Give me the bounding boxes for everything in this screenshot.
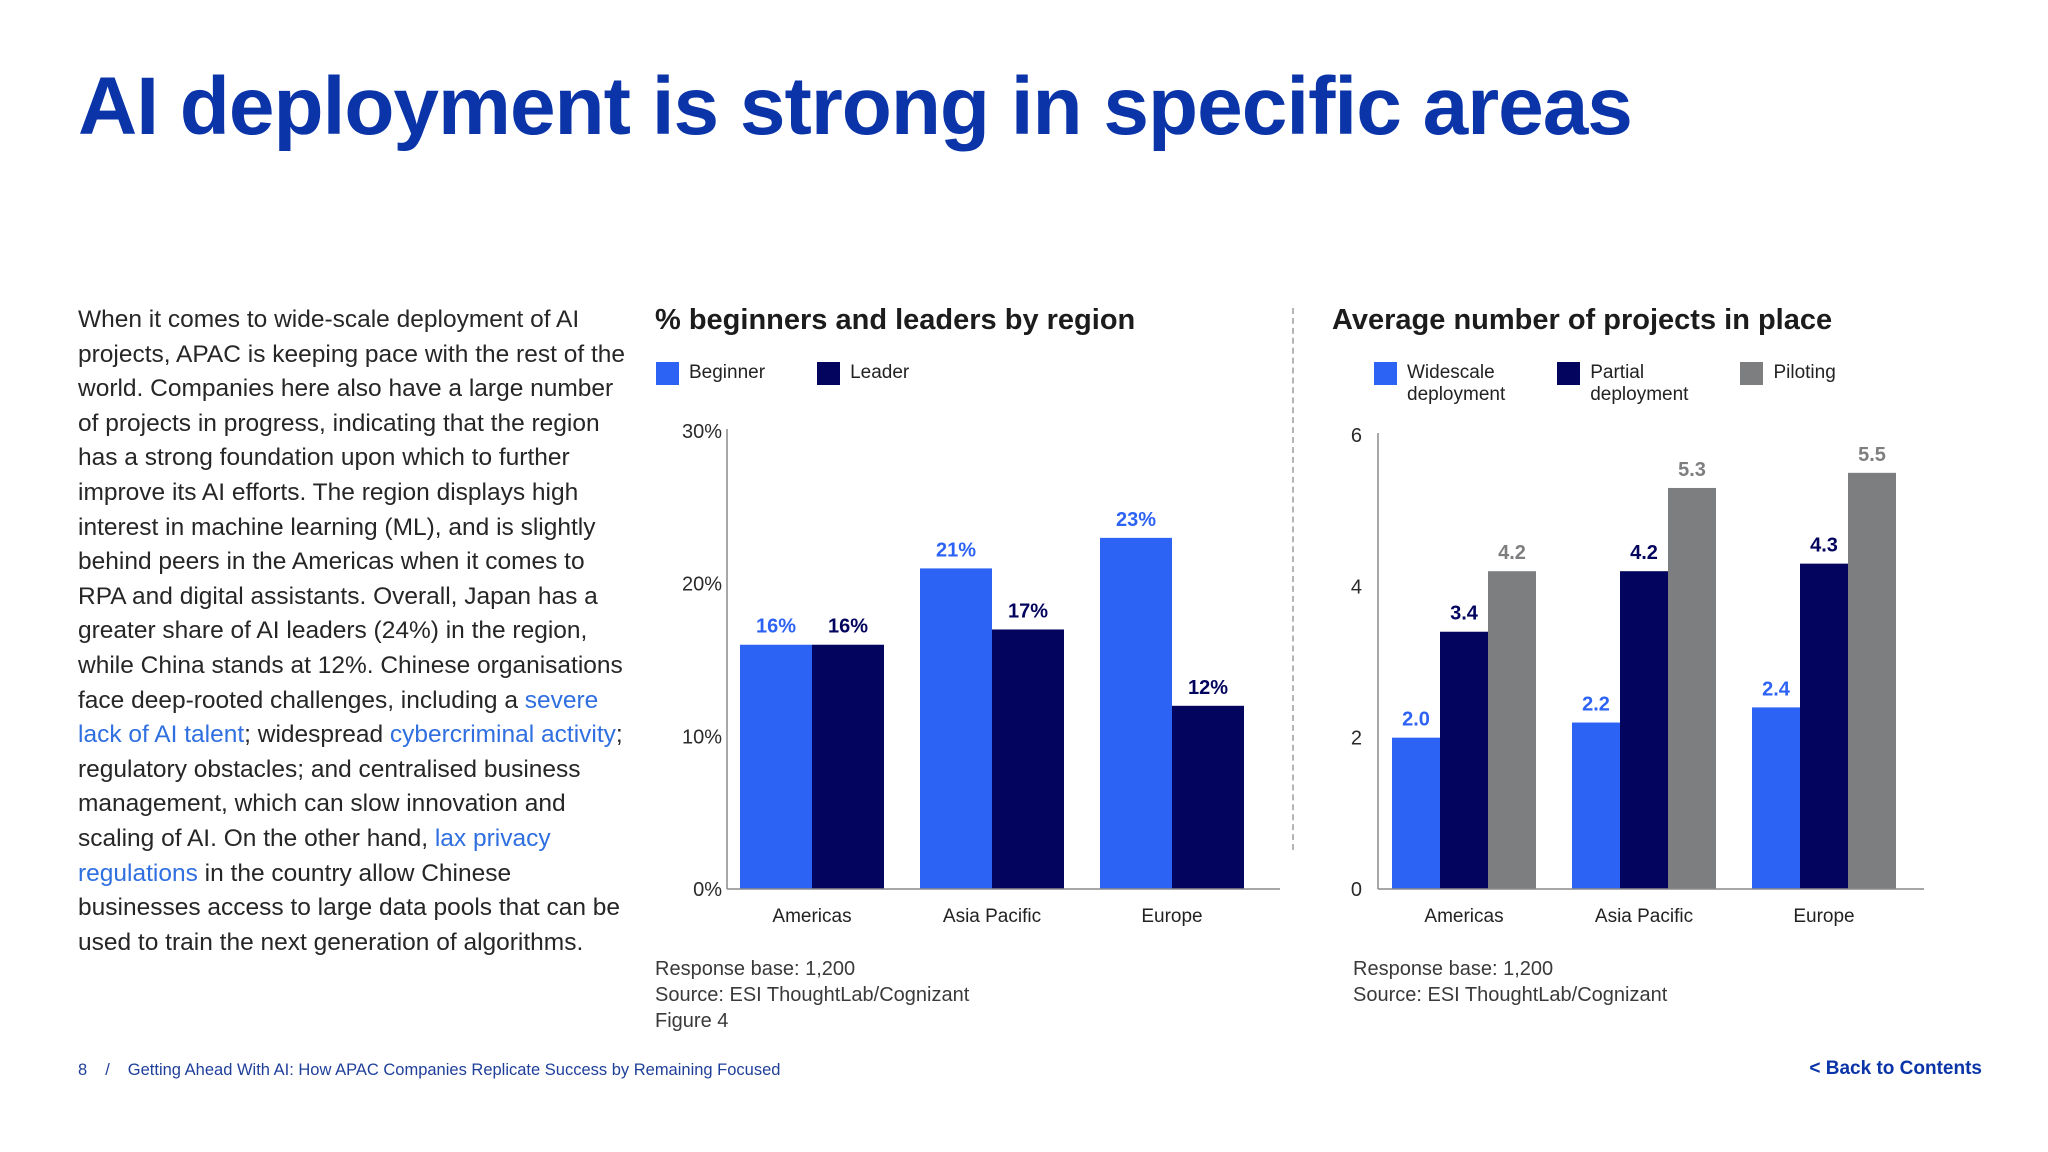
data-label: 17% — [1008, 600, 1048, 622]
page-number: 8 — [78, 1061, 88, 1079]
body-text-segment: in the country allow Chinese businesses … — [78, 859, 621, 956]
data-label: 23% — [1116, 509, 1156, 531]
legend-item: Piloting — [1740, 362, 1836, 406]
bar — [812, 644, 884, 889]
bar — [920, 568, 992, 889]
data-label: 2.4 — [1762, 678, 1791, 700]
legend-swatch — [1740, 362, 1764, 385]
body-text-segment: ; widespread — [244, 721, 390, 749]
chart-note: Response base: 1,200 — [1353, 958, 1554, 980]
document-title: Getting Ahead With AI: How APAC Companie… — [127, 1061, 781, 1079]
data-label: 4.2 — [1498, 542, 1526, 564]
bar — [992, 629, 1064, 889]
bar — [1440, 631, 1488, 889]
data-label: 3.4 — [1450, 603, 1479, 625]
chart-1-title: % beginners and leaders by region — [655, 304, 1136, 336]
inline-link[interactable]: severe lack of AI talent — [78, 686, 599, 749]
legend-label: Partial deployment — [1590, 362, 1689, 405]
legend-label: Beginner — [689, 362, 766, 383]
chart-note: Source: ESI ThoughtLab/Cognizant — [655, 984, 970, 1006]
x-category-label: Europe — [1793, 906, 1854, 927]
legend-swatch — [1374, 362, 1397, 385]
x-category-label: Europe — [1141, 906, 1202, 927]
legend-swatch — [817, 362, 841, 385]
x-category-label: Asia Pacific — [1595, 906, 1693, 927]
bar — [1392, 737, 1440, 889]
body-text-segment: When it comes to wide-scale deployment o… — [78, 306, 626, 714]
chart-note: Figure 4 — [655, 1010, 729, 1032]
legend-label: Piloting — [1773, 362, 1836, 383]
data-label: 5.5 — [1858, 444, 1886, 466]
legend-swatch — [1557, 362, 1581, 385]
inline-link[interactable]: cybercriminal activity — [389, 721, 616, 749]
x-category-label: Americas — [1424, 906, 1503, 927]
body-text-segment: ; regulatory obstacles; and centralised … — [78, 721, 623, 852]
bar — [1172, 705, 1244, 889]
data-label: 5.3 — [1678, 459, 1706, 481]
chart-1-legend: Beginner Leader — [656, 362, 961, 385]
y-tick-label: 4 — [1351, 576, 1362, 598]
footer-separator: / — [105, 1061, 110, 1079]
data-label: 4.2 — [1630, 542, 1658, 564]
chart-1-notes: Response base: 1,200 Source: ESI ThoughtL… — [655, 956, 969, 1034]
legend-item: Leader — [817, 362, 909, 385]
bar — [1668, 487, 1716, 889]
inline-link[interactable]: lax privacy regulations — [78, 824, 551, 887]
legend-swatch — [656, 362, 679, 385]
bar — [1100, 537, 1172, 889]
bar — [1848, 472, 1896, 889]
chart-2-plot: 0 2 4 6 2.0 3.4 4.2 Americas 2.2 4.2 5.3 Asia Pacif… — [1351, 425, 1924, 927]
bar — [1800, 563, 1848, 889]
y-tick-label: 0 — [1351, 879, 1362, 901]
bar — [1488, 571, 1536, 889]
chart-divider — [1292, 308, 1294, 850]
data-label: 16% — [756, 616, 796, 638]
bar — [1620, 571, 1668, 889]
body-paragraph: When it comes to wide-scale deployment o… — [78, 303, 638, 960]
data-label: 16% — [828, 616, 868, 638]
data-label: 12% — [1188, 677, 1228, 699]
legend-item: Partial deployment — [1557, 362, 1688, 406]
chart-1-plot: 0% 10% 20% 30% 16% 16% Americas 21% 17% Asia Paci… — [682, 421, 1280, 927]
x-category-label: Americas — [772, 906, 851, 927]
chart-2-notes: Response base: 1,200 Source: ESI ThoughtL… — [1353, 956, 1667, 1008]
legend-item: Beginner — [656, 362, 765, 385]
bar — [740, 644, 812, 889]
y-tick-label: 10% — [682, 726, 722, 748]
y-tick-label: 6 — [1351, 425, 1362, 447]
chart-2-title: Average number of projects in place — [1332, 304, 1833, 336]
legend-item: Widescale deployment — [1374, 362, 1505, 406]
data-label: 21% — [936, 539, 976, 561]
y-tick-label: 0% — [693, 879, 722, 901]
legend-label: Widescale deployment — [1407, 362, 1506, 405]
data-label: 4.3 — [1810, 535, 1838, 557]
chart-2-legend: Widescale deployment Partial deployment Pi… — [1374, 362, 1888, 406]
y-tick-label: 30% — [682, 421, 722, 443]
back-to-contents-link[interactable]: < Back to Contents — [1809, 1058, 1982, 1079]
data-label: 2.0 — [1402, 709, 1430, 731]
x-category-label: Asia Pacific — [943, 906, 1041, 927]
footer: 8 / Getting Ahead With AI: How APAC Compan… — [78, 1061, 780, 1080]
chart-note: Response base: 1,200 — [655, 958, 856, 980]
bar — [1572, 722, 1620, 889]
bar — [1752, 707, 1800, 889]
chart-note: Source: ESI ThoughtLab/Cognizant — [1353, 984, 1668, 1006]
y-tick-label: 2 — [1351, 728, 1362, 750]
data-label: 2.2 — [1582, 694, 1610, 716]
page-title: AI deployment is strong in specific area… — [78, 61, 1633, 152]
y-tick-label: 20% — [682, 574, 722, 596]
legend-label: Leader — [850, 362, 910, 383]
